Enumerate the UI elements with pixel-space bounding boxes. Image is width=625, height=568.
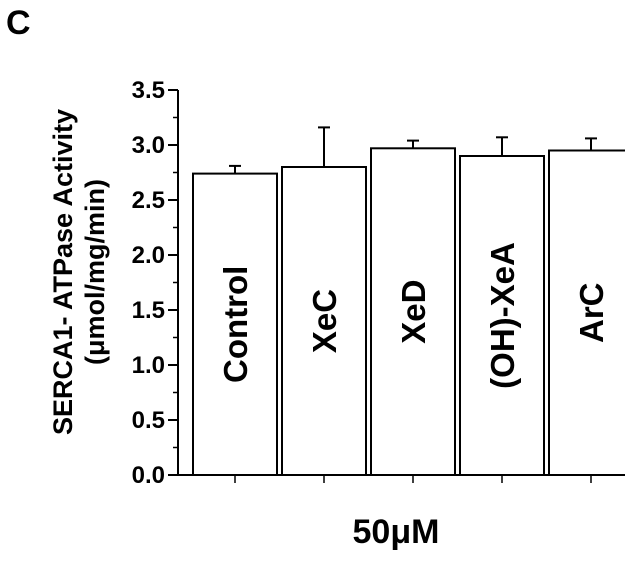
y-tick-label: 1.5	[132, 297, 165, 324]
bar-label: XeD	[395, 280, 432, 344]
panel-letter: C	[6, 4, 31, 42]
bar	[192, 172, 278, 476]
bar	[281, 166, 367, 476]
y-tick-label: 2.5	[132, 187, 165, 214]
bar	[459, 155, 545, 476]
y-tick-label: 0.0	[132, 462, 165, 489]
y-tick-label: 0.5	[132, 407, 165, 434]
y-tick-label: 3.0	[132, 132, 165, 159]
bar	[370, 147, 456, 477]
y-tick-label: 3.5	[132, 77, 165, 104]
bar	[548, 149, 625, 476]
plot-area: 0.0 0.5 1.0 1.5 2.0 2.5 3.0 3.5 Control XeC XeD (OH…	[132, 77, 625, 489]
bar-label: ArC	[573, 282, 610, 343]
y-tick-label: 1.0	[132, 352, 165, 379]
x-axis-label: 50μM	[353, 513, 440, 551]
y-axis-label: SERCA1- ATPase Activity (μmol/mg/min)	[48, 109, 110, 435]
bar-label: (OH)-XeA	[484, 242, 521, 389]
y-axis-label-line-1: SERCA1- ATPase Activity	[48, 109, 78, 435]
y-axis-label-line-2: (μmol/mg/min)	[80, 179, 110, 365]
y-tick-label: 2.0	[132, 242, 165, 269]
bar-label: XeC	[306, 289, 343, 353]
bar-label: Control	[217, 266, 254, 383]
